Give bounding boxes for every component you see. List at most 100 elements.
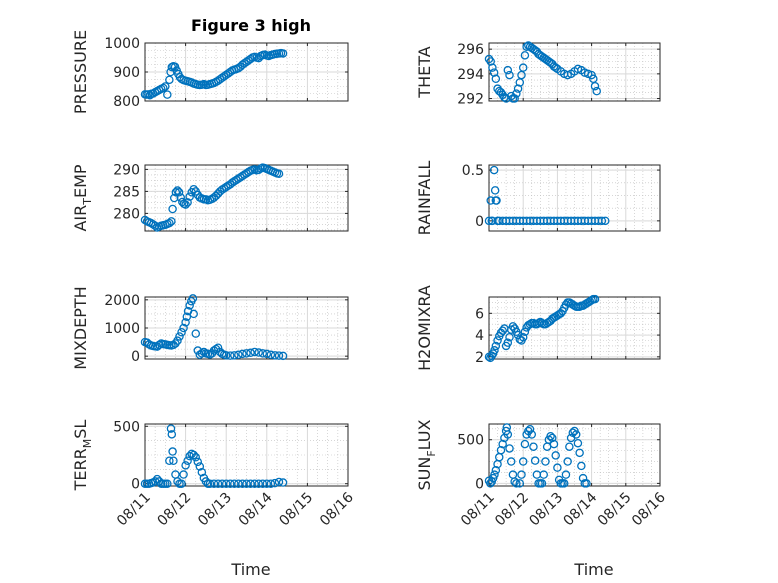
data-point <box>213 343 223 352</box>
data-point <box>515 479 525 488</box>
data-point <box>258 349 267 358</box>
data-point <box>165 75 174 85</box>
x-tick-label: 08/14 <box>561 489 601 529</box>
data-point <box>168 447 177 456</box>
y-axis-label-subscript: F <box>425 450 438 456</box>
data-point <box>254 348 263 357</box>
subplot-1: 800 900 1000 PRESSURE <box>71 30 349 114</box>
y-tick-label: 2 <box>475 350 484 366</box>
data-point <box>559 479 569 488</box>
y-tick-label: 2000 <box>104 293 140 309</box>
data-point <box>175 332 184 341</box>
data-point <box>226 351 235 360</box>
x-tick-label: 08/13 <box>195 490 235 530</box>
subplot-7: 0 500 08/11 08/12 08/13 08/14 08/15 08/16 TERRMS… <box>71 419 357 529</box>
data-point <box>234 350 243 360</box>
data-point <box>491 74 501 84</box>
data-point <box>167 430 177 439</box>
y-axis-label-part: TERR <box>71 448 90 491</box>
data-point <box>230 351 239 360</box>
data-point <box>525 424 535 434</box>
data-point <box>177 479 186 488</box>
axes-box <box>488 164 661 232</box>
data-point <box>165 218 174 228</box>
y-tick-label: 1000 <box>104 321 140 337</box>
y-tick-label: 280 <box>113 206 140 222</box>
y-axis-label: AIRTEMP <box>71 164 94 231</box>
data-point <box>496 445 506 455</box>
data-point <box>182 312 192 321</box>
data-point <box>484 54 494 64</box>
data-point <box>489 165 499 175</box>
data-point <box>169 193 179 203</box>
y-tick-label: 0 <box>131 477 140 493</box>
data-point <box>498 439 507 449</box>
data-point <box>274 477 284 487</box>
data-point <box>278 49 288 58</box>
data-point <box>189 309 198 319</box>
data-point <box>549 439 559 449</box>
data-point <box>183 456 192 465</box>
data-point <box>159 83 168 93</box>
data-point <box>505 332 514 342</box>
y-tick-label: 900 <box>113 65 140 81</box>
data-point <box>168 204 177 214</box>
data-point <box>254 165 263 175</box>
y-tick-label: 500 <box>113 419 140 435</box>
y-axis-label-part: SL <box>71 420 90 439</box>
data-point <box>491 341 501 351</box>
minor-grid <box>145 43 348 101</box>
subplot-grid: 800 900 1000 PRESSURE 292 294 296 THETA 280 285 29… <box>71 30 669 529</box>
y-tick-label: 290 <box>113 162 140 178</box>
data-point <box>561 470 571 479</box>
x-tick-label: 08/15 <box>276 490 316 530</box>
data-point <box>150 221 160 230</box>
data-point <box>173 336 182 345</box>
y-tick-label: 292 <box>457 92 484 108</box>
data-point <box>242 479 251 488</box>
data-point <box>188 294 198 303</box>
x-tick-label: 08/16 <box>629 489 669 529</box>
data-point <box>274 351 284 360</box>
x-axis-label-right: Time <box>573 560 613 579</box>
data-point <box>266 479 276 488</box>
data-point <box>195 462 205 471</box>
data-point <box>510 477 519 486</box>
data-point <box>221 479 231 488</box>
data-point <box>592 86 601 96</box>
axes-box <box>144 423 349 487</box>
data-point <box>250 479 259 488</box>
data-point <box>262 479 272 488</box>
data-point <box>226 479 235 488</box>
data-point <box>503 430 513 439</box>
data-point <box>189 184 198 194</box>
data-point <box>484 216 494 226</box>
data-point <box>250 347 259 357</box>
data-point <box>201 477 211 486</box>
data-point <box>205 479 215 488</box>
data-point <box>565 442 574 451</box>
data-point <box>601 216 610 226</box>
data-point <box>238 349 247 359</box>
y-tick-label: 4 <box>475 328 484 344</box>
data-point <box>539 470 548 479</box>
data-point <box>154 340 164 350</box>
axes-box <box>488 423 661 487</box>
data-series <box>140 424 288 488</box>
data-point <box>270 478 280 488</box>
data-point <box>174 188 184 197</box>
y-axis-label: TERRMSL <box>71 420 94 492</box>
data-point <box>577 461 586 471</box>
x-tick-label: 08/11 <box>458 490 498 530</box>
data-point <box>165 456 174 465</box>
y-tick-label: 1000 <box>104 36 140 52</box>
y-tick-label: 0 <box>475 214 484 230</box>
data-point <box>246 348 255 358</box>
data-point <box>161 82 170 91</box>
data-point <box>490 470 499 479</box>
data-point <box>488 63 497 72</box>
subplot-5: 0 1000 2000 MIXDEPTH <box>71 286 349 370</box>
data-point <box>181 200 190 209</box>
data-point <box>171 188 181 197</box>
